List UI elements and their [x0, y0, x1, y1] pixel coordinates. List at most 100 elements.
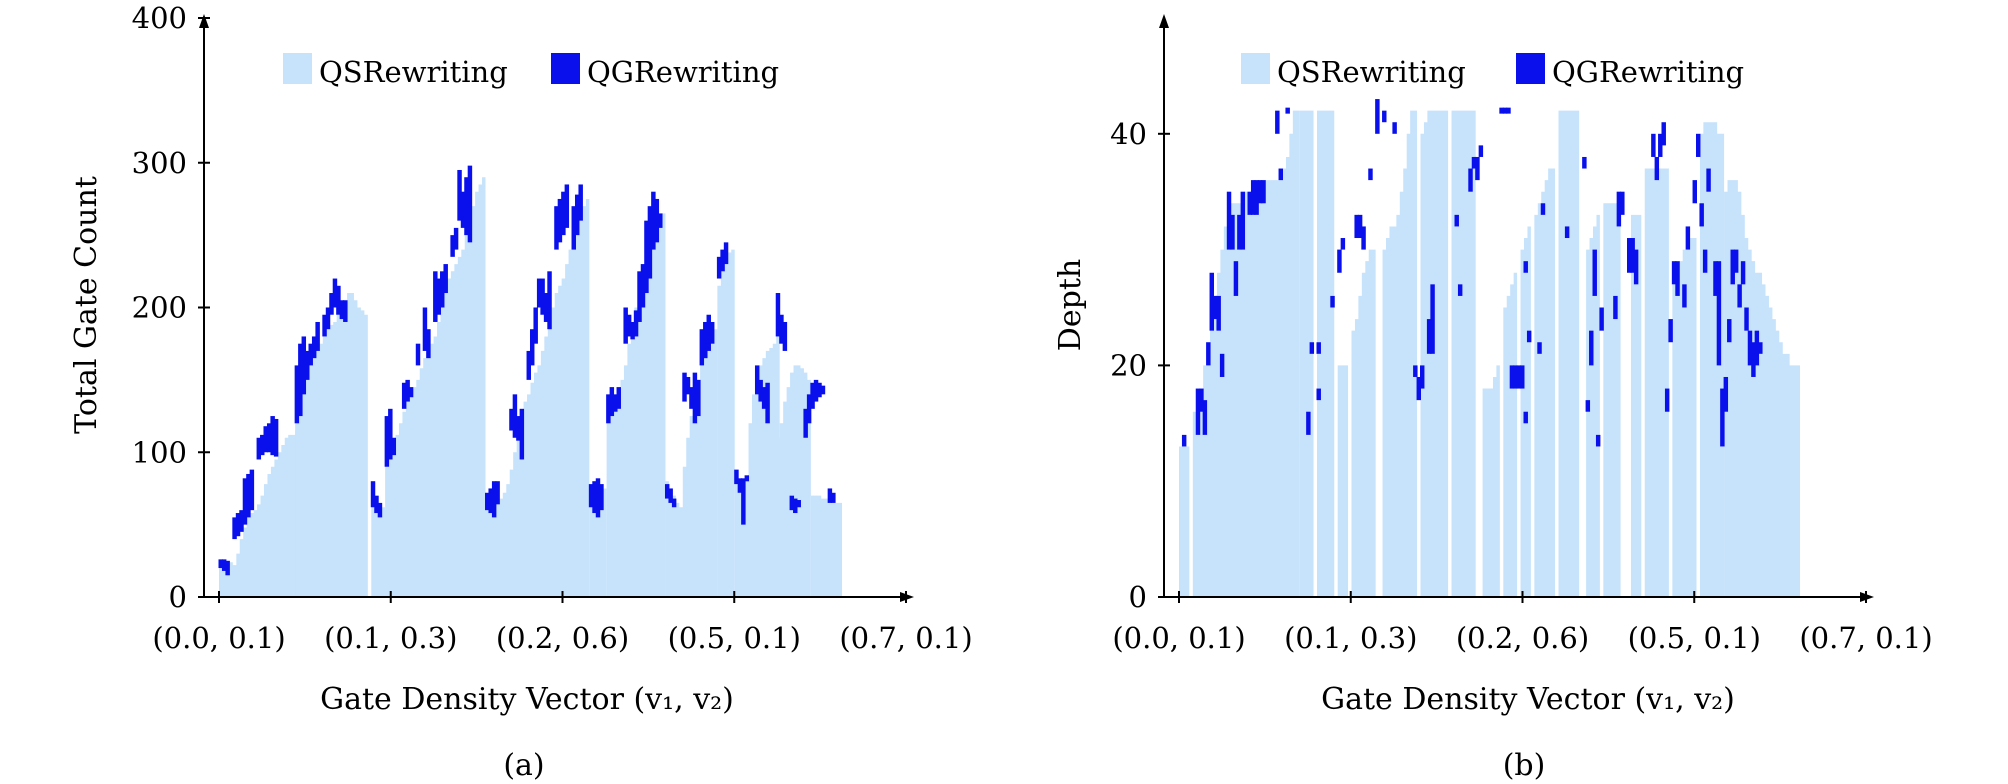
- qg-bars-b: [1181, 99, 1763, 447]
- qs-segment: [295, 293, 368, 597]
- qg-bar: [810, 382, 815, 409]
- legend-b: QSRewriting QGRewriting: [1241, 53, 1744, 89]
- qg-bar: [1413, 365, 1418, 377]
- qg-bar: [1540, 203, 1546, 215]
- qg-bar: [1354, 214, 1359, 239]
- qg-bar: [1337, 249, 1342, 273]
- qg-bar: [1257, 180, 1263, 204]
- qg-bar: [536, 278, 542, 308]
- qg-bar: [595, 478, 601, 518]
- qg-bar: [1727, 319, 1732, 343]
- x-tick-label: (0.0, 0.1): [152, 621, 285, 655]
- qg-bar: [696, 379, 701, 417]
- qg-bar: [457, 169, 462, 221]
- qg-bar: [827, 488, 833, 503]
- qg-bar: [1716, 261, 1722, 366]
- qg-bar: [1592, 249, 1597, 296]
- qg-bar: [1620, 191, 1625, 215]
- qg-bar: [246, 473, 251, 518]
- qg-bar: [609, 387, 615, 417]
- qg-bar: [1254, 180, 1259, 215]
- qg-bar: [1585, 400, 1591, 412]
- qg-bar: [633, 310, 639, 337]
- legend-label-qg-a: QGRewriting: [587, 55, 779, 89]
- qg-bar: [557, 198, 563, 243]
- qg-bar: [626, 314, 632, 337]
- qg-bar: [308, 343, 313, 366]
- qg-bar: [1499, 107, 1504, 114]
- y-axis-label-a: Total Gate Count: [69, 176, 104, 434]
- qg-bar: [374, 495, 379, 514]
- x-tick-label: (0.7, 0.1): [1799, 621, 1932, 655]
- x-tick-label: (0.7, 0.1): [839, 621, 972, 655]
- qg-bar: [315, 321, 320, 351]
- panel-b: Depth 0 20 40 (0.0, 0.1) (0.1, 0.3) (0.2, 0.6…: [1053, 14, 1933, 783]
- qg-bar: [806, 394, 812, 424]
- qs-segment: [1672, 238, 1697, 597]
- y-tick-label: 100: [132, 435, 187, 469]
- legend-label-qg-b: QGRewriting: [1552, 55, 1744, 89]
- qg-bar: [1357, 214, 1363, 239]
- qg-bar: [1309, 342, 1315, 354]
- qg-bar: [270, 416, 275, 456]
- y-tick-label: 200: [132, 291, 187, 325]
- qg-bar: [709, 321, 715, 344]
- qs-segment: [1586, 214, 1600, 598]
- qg-bar: [820, 385, 826, 395]
- legend-swatch-qs-a: [283, 53, 312, 84]
- qg-bar: [339, 300, 345, 320]
- qg-bar: [1627, 238, 1632, 273]
- qg-bar: [405, 379, 410, 402]
- qg-bar: [671, 498, 677, 508]
- y-tick-label: 400: [132, 1, 187, 35]
- qs-segment: [1482, 365, 1500, 597]
- y-axis-arrow: [1159, 14, 1169, 28]
- qg-bar: [682, 372, 687, 402]
- qg-bar: [322, 314, 327, 337]
- qs-segment: [572, 198, 590, 597]
- qs-segment: [1451, 110, 1476, 597]
- qg-bar: [754, 365, 760, 395]
- qg-bar: [599, 484, 604, 511]
- qg-bar: [1613, 295, 1618, 320]
- x-tick-label: (0.2, 0.6): [1456, 621, 1589, 655]
- qg-bar: [1226, 191, 1232, 250]
- x-tick-label: (0.0, 0.1): [1112, 621, 1245, 655]
- qg-bar: [571, 206, 576, 250]
- qg-bar: [1654, 156, 1660, 181]
- qg-bar: [225, 560, 230, 576]
- qg-bar: [1454, 214, 1459, 227]
- qg-bar: [311, 336, 317, 359]
- qg-bar: [301, 336, 307, 395]
- qg-bar: [765, 382, 770, 424]
- qg-bar: [644, 220, 649, 294]
- qg-bar: [574, 194, 580, 236]
- qg-bar: [1682, 284, 1687, 308]
- qg-bar: [1509, 365, 1515, 389]
- qg-bar: [1616, 191, 1622, 227]
- qg-bar: [703, 321, 708, 359]
- qg-bar: [1382, 110, 1387, 123]
- qg-bar: [495, 481, 500, 505]
- qg-bar: [744, 475, 750, 482]
- qg-bar: [221, 559, 227, 571]
- y-tick-label: 40: [1110, 117, 1147, 151]
- qg-bar: [1195, 388, 1201, 435]
- qg-bar: [1285, 107, 1290, 114]
- qs-segment: [371, 488, 389, 597]
- legend-a: QSRewriting QGRewriting: [283, 53, 779, 89]
- qg-bar: [467, 165, 473, 243]
- qg-bar: [779, 314, 784, 344]
- qg-bar: [377, 502, 383, 518]
- qg-bar: [415, 343, 421, 366]
- qg-bar: [1416, 376, 1421, 401]
- qg-bar: [793, 498, 798, 514]
- qg-bar: [1713, 261, 1718, 296]
- qg-bar: [1599, 307, 1604, 331]
- qg-bar: [1730, 249, 1735, 285]
- qg-bar: [1582, 156, 1587, 169]
- qg-bar: [530, 329, 535, 366]
- qg-bar: [440, 271, 445, 308]
- qg-bar: [401, 382, 407, 409]
- qg-bar: [260, 434, 265, 456]
